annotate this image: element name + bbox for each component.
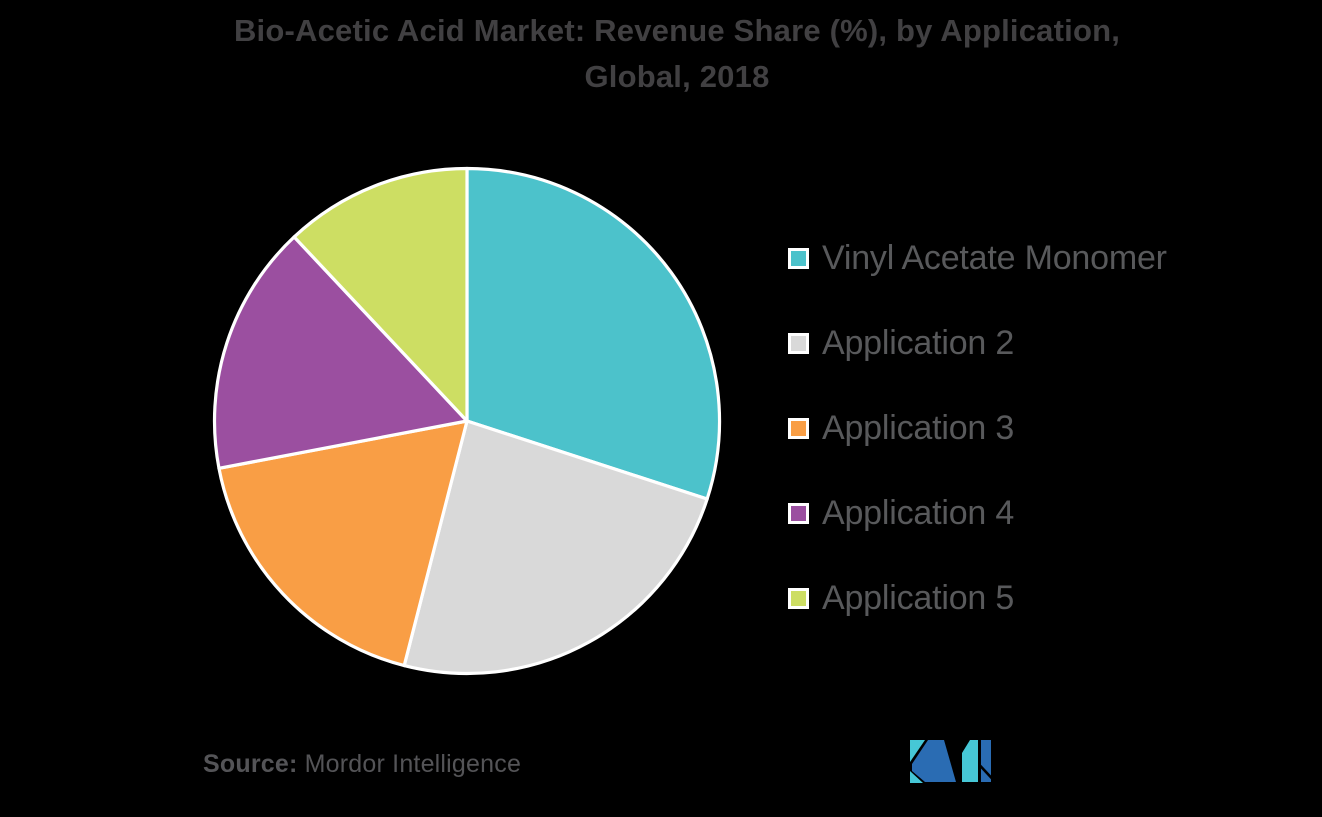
legend-swatch [788, 588, 809, 609]
logo-teal-bar [962, 740, 978, 782]
mordor-intelligence-logo [910, 740, 994, 783]
pie-slice-application-2 [402, 419, 709, 676]
legend-label: Application 3 [822, 409, 1015, 447]
legend-label: Application 2 [822, 324, 1015, 362]
source-line: Source: Mordor Intelligence [203, 750, 521, 779]
legend-item: Application 5 [788, 556, 1167, 641]
pie-slice-vinyl-acetate-monomer [465, 166, 722, 501]
logo-notch [978, 764, 994, 780]
logo-blue-bar [981, 740, 991, 782]
source-label: Source: [203, 750, 298, 778]
legend-item: Vinyl Acetate Monomer [788, 216, 1167, 301]
pie-slice-application-5 [292, 166, 469, 423]
legend-swatch [788, 248, 809, 269]
logo-blue-diagonal [912, 740, 956, 782]
legend-swatch [788, 333, 809, 354]
pie-chart [212, 166, 722, 676]
chart-title-line2: Global, 2018 [584, 59, 770, 94]
legend-item: Application 4 [788, 471, 1167, 556]
legend-label: Application 4 [822, 494, 1015, 532]
legend-label: Vinyl Acetate Monomer [822, 239, 1167, 277]
legend-item: Application 3 [788, 386, 1167, 471]
logo-teal-triangle-top-left [910, 740, 925, 762]
legend-label: Application 5 [822, 579, 1015, 617]
chart-title: Bio-Acetic Acid Market: Revenue Share (%… [32, 8, 1322, 100]
source-text: Mordor Intelligence [304, 750, 522, 778]
logo-teal-triangle-bottom-left [910, 771, 923, 783]
legend-swatch [788, 503, 809, 524]
pie-slice-application-4 [212, 235, 469, 470]
pie-slice-application-3 [217, 419, 469, 668]
legend-item: Application 2 [788, 301, 1167, 386]
legend: Vinyl Acetate Monomer Application 2 Applic… [788, 216, 1167, 641]
chart-title-line1: Bio-Acetic Acid Market: Revenue Share (%… [233, 13, 1121, 48]
legend-swatch [788, 418, 809, 439]
